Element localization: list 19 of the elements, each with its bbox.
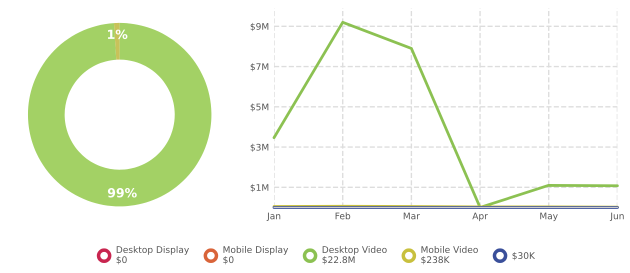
data-label: 1% xyxy=(108,30,128,40)
y-tick-label: $3M xyxy=(250,144,268,152)
y-tick-label: $5M xyxy=(250,103,268,112)
x-tick-label: May xyxy=(540,212,558,222)
x-tick-label: Jun xyxy=(610,212,624,222)
x-tick-label: Mar xyxy=(404,212,420,220)
donut-slice xyxy=(28,22,212,206)
legend-label: $30K xyxy=(512,252,536,260)
legend-label: Mobile Video $238K xyxy=(421,246,478,264)
x-tick-label: Apr xyxy=(472,212,488,222)
y-tick-label: $7M xyxy=(250,63,268,72)
legend-label: Mobile Display $0 xyxy=(223,246,288,264)
x-tick-label: Jan xyxy=(266,212,280,222)
y-tick-label: $1M xyxy=(250,184,268,192)
legend-label: Desktop Display $0 xyxy=(116,246,189,264)
legend-label: Desktop Video $22.8M xyxy=(322,246,387,264)
y-tick-label: $9M xyxy=(250,22,268,32)
data-label: 99% xyxy=(108,188,137,198)
x-tick-label: Feb xyxy=(336,212,350,220)
